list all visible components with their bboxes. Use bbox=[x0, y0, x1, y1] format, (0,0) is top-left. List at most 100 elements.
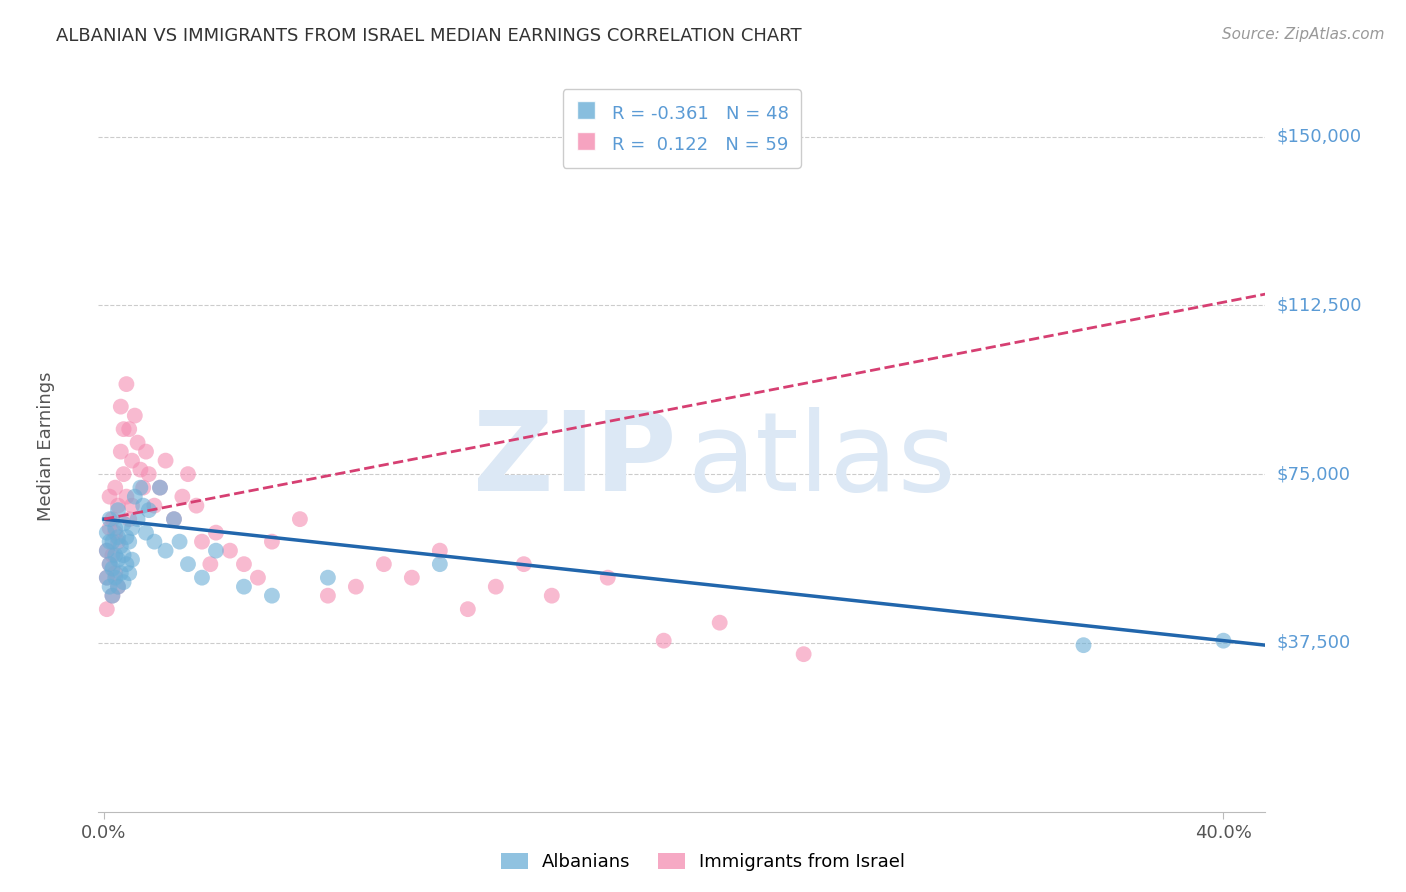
Point bbox=[101, 534, 124, 549]
Text: Median Earnings: Median Earnings bbox=[37, 371, 55, 521]
Point bbox=[104, 521, 127, 535]
Point bbox=[107, 580, 129, 594]
Point bbox=[143, 534, 166, 549]
Point bbox=[163, 512, 186, 526]
Point bbox=[118, 534, 141, 549]
Point bbox=[485, 580, 508, 594]
Legend: R = -0.361   N = 48, R =  0.122   N = 59: R = -0.361 N = 48, R = 0.122 N = 59 bbox=[562, 89, 801, 168]
Point bbox=[129, 462, 152, 476]
Point bbox=[149, 481, 172, 495]
Point bbox=[127, 512, 149, 526]
Point bbox=[98, 521, 121, 535]
Point bbox=[101, 562, 124, 576]
Text: $112,500: $112,500 bbox=[1277, 296, 1362, 314]
Point bbox=[186, 499, 208, 513]
Point bbox=[112, 575, 135, 590]
Point bbox=[104, 481, 127, 495]
Point bbox=[709, 615, 731, 630]
Point bbox=[96, 525, 118, 540]
Point bbox=[118, 422, 141, 436]
Point bbox=[219, 543, 242, 558]
Point bbox=[121, 453, 143, 467]
Point bbox=[246, 571, 269, 585]
Point bbox=[124, 409, 146, 423]
Point bbox=[101, 548, 124, 562]
Point bbox=[115, 490, 138, 504]
Point bbox=[132, 481, 155, 495]
Text: $75,000: $75,000 bbox=[1277, 465, 1351, 483]
Point bbox=[118, 566, 141, 581]
Point bbox=[101, 589, 124, 603]
Point bbox=[118, 512, 141, 526]
Point bbox=[205, 525, 228, 540]
Point bbox=[121, 499, 143, 513]
Point bbox=[191, 571, 214, 585]
Point bbox=[205, 543, 228, 558]
Point bbox=[1212, 633, 1234, 648]
Point bbox=[191, 534, 214, 549]
Point bbox=[121, 552, 143, 566]
Point bbox=[138, 503, 160, 517]
Point bbox=[177, 557, 200, 571]
Point bbox=[101, 589, 124, 603]
Point bbox=[316, 571, 339, 585]
Point bbox=[107, 534, 129, 549]
Point bbox=[793, 647, 815, 661]
Point bbox=[233, 580, 256, 594]
Point bbox=[135, 444, 157, 458]
Point bbox=[101, 512, 124, 526]
Text: $37,500: $37,500 bbox=[1277, 634, 1351, 652]
Point bbox=[96, 543, 118, 558]
Point bbox=[104, 548, 127, 562]
Point bbox=[200, 557, 222, 571]
Text: ALBANIAN VS IMMIGRANTS FROM ISRAEL MEDIAN EARNINGS CORRELATION CHART: ALBANIAN VS IMMIGRANTS FROM ISRAEL MEDIA… bbox=[56, 27, 801, 45]
Point bbox=[1073, 638, 1095, 652]
Text: Source: ZipAtlas.com: Source: ZipAtlas.com bbox=[1222, 27, 1385, 42]
Point bbox=[124, 490, 146, 504]
Point bbox=[112, 467, 135, 482]
Point bbox=[172, 490, 194, 504]
Point bbox=[457, 602, 479, 616]
Point bbox=[110, 400, 132, 414]
Point bbox=[115, 377, 138, 392]
Point bbox=[127, 435, 149, 450]
Point bbox=[104, 566, 127, 581]
Point bbox=[652, 633, 675, 648]
Point bbox=[115, 557, 138, 571]
Point bbox=[138, 467, 160, 482]
Point bbox=[110, 539, 132, 553]
Point bbox=[155, 453, 177, 467]
Point bbox=[96, 543, 118, 558]
Point bbox=[98, 557, 121, 571]
Text: $150,000: $150,000 bbox=[1277, 128, 1361, 145]
Point bbox=[132, 499, 155, 513]
Point bbox=[110, 444, 132, 458]
Point bbox=[98, 490, 121, 504]
Point bbox=[129, 481, 152, 495]
Point bbox=[177, 467, 200, 482]
Point bbox=[316, 589, 339, 603]
Point bbox=[121, 521, 143, 535]
Point bbox=[233, 557, 256, 571]
Point bbox=[149, 481, 172, 495]
Point bbox=[429, 543, 451, 558]
Point bbox=[96, 602, 118, 616]
Point bbox=[107, 530, 129, 544]
Point bbox=[169, 534, 191, 549]
Point bbox=[98, 512, 121, 526]
Point bbox=[155, 543, 177, 558]
Point bbox=[540, 589, 562, 603]
Point bbox=[112, 422, 135, 436]
Point bbox=[96, 571, 118, 585]
Point bbox=[98, 534, 121, 549]
Point bbox=[115, 530, 138, 544]
Point bbox=[143, 499, 166, 513]
Point bbox=[107, 499, 129, 513]
Point bbox=[260, 534, 283, 549]
Point bbox=[110, 566, 132, 581]
Point bbox=[401, 571, 423, 585]
Point bbox=[98, 580, 121, 594]
Point bbox=[373, 557, 395, 571]
Point bbox=[104, 571, 127, 585]
Point bbox=[112, 516, 135, 531]
